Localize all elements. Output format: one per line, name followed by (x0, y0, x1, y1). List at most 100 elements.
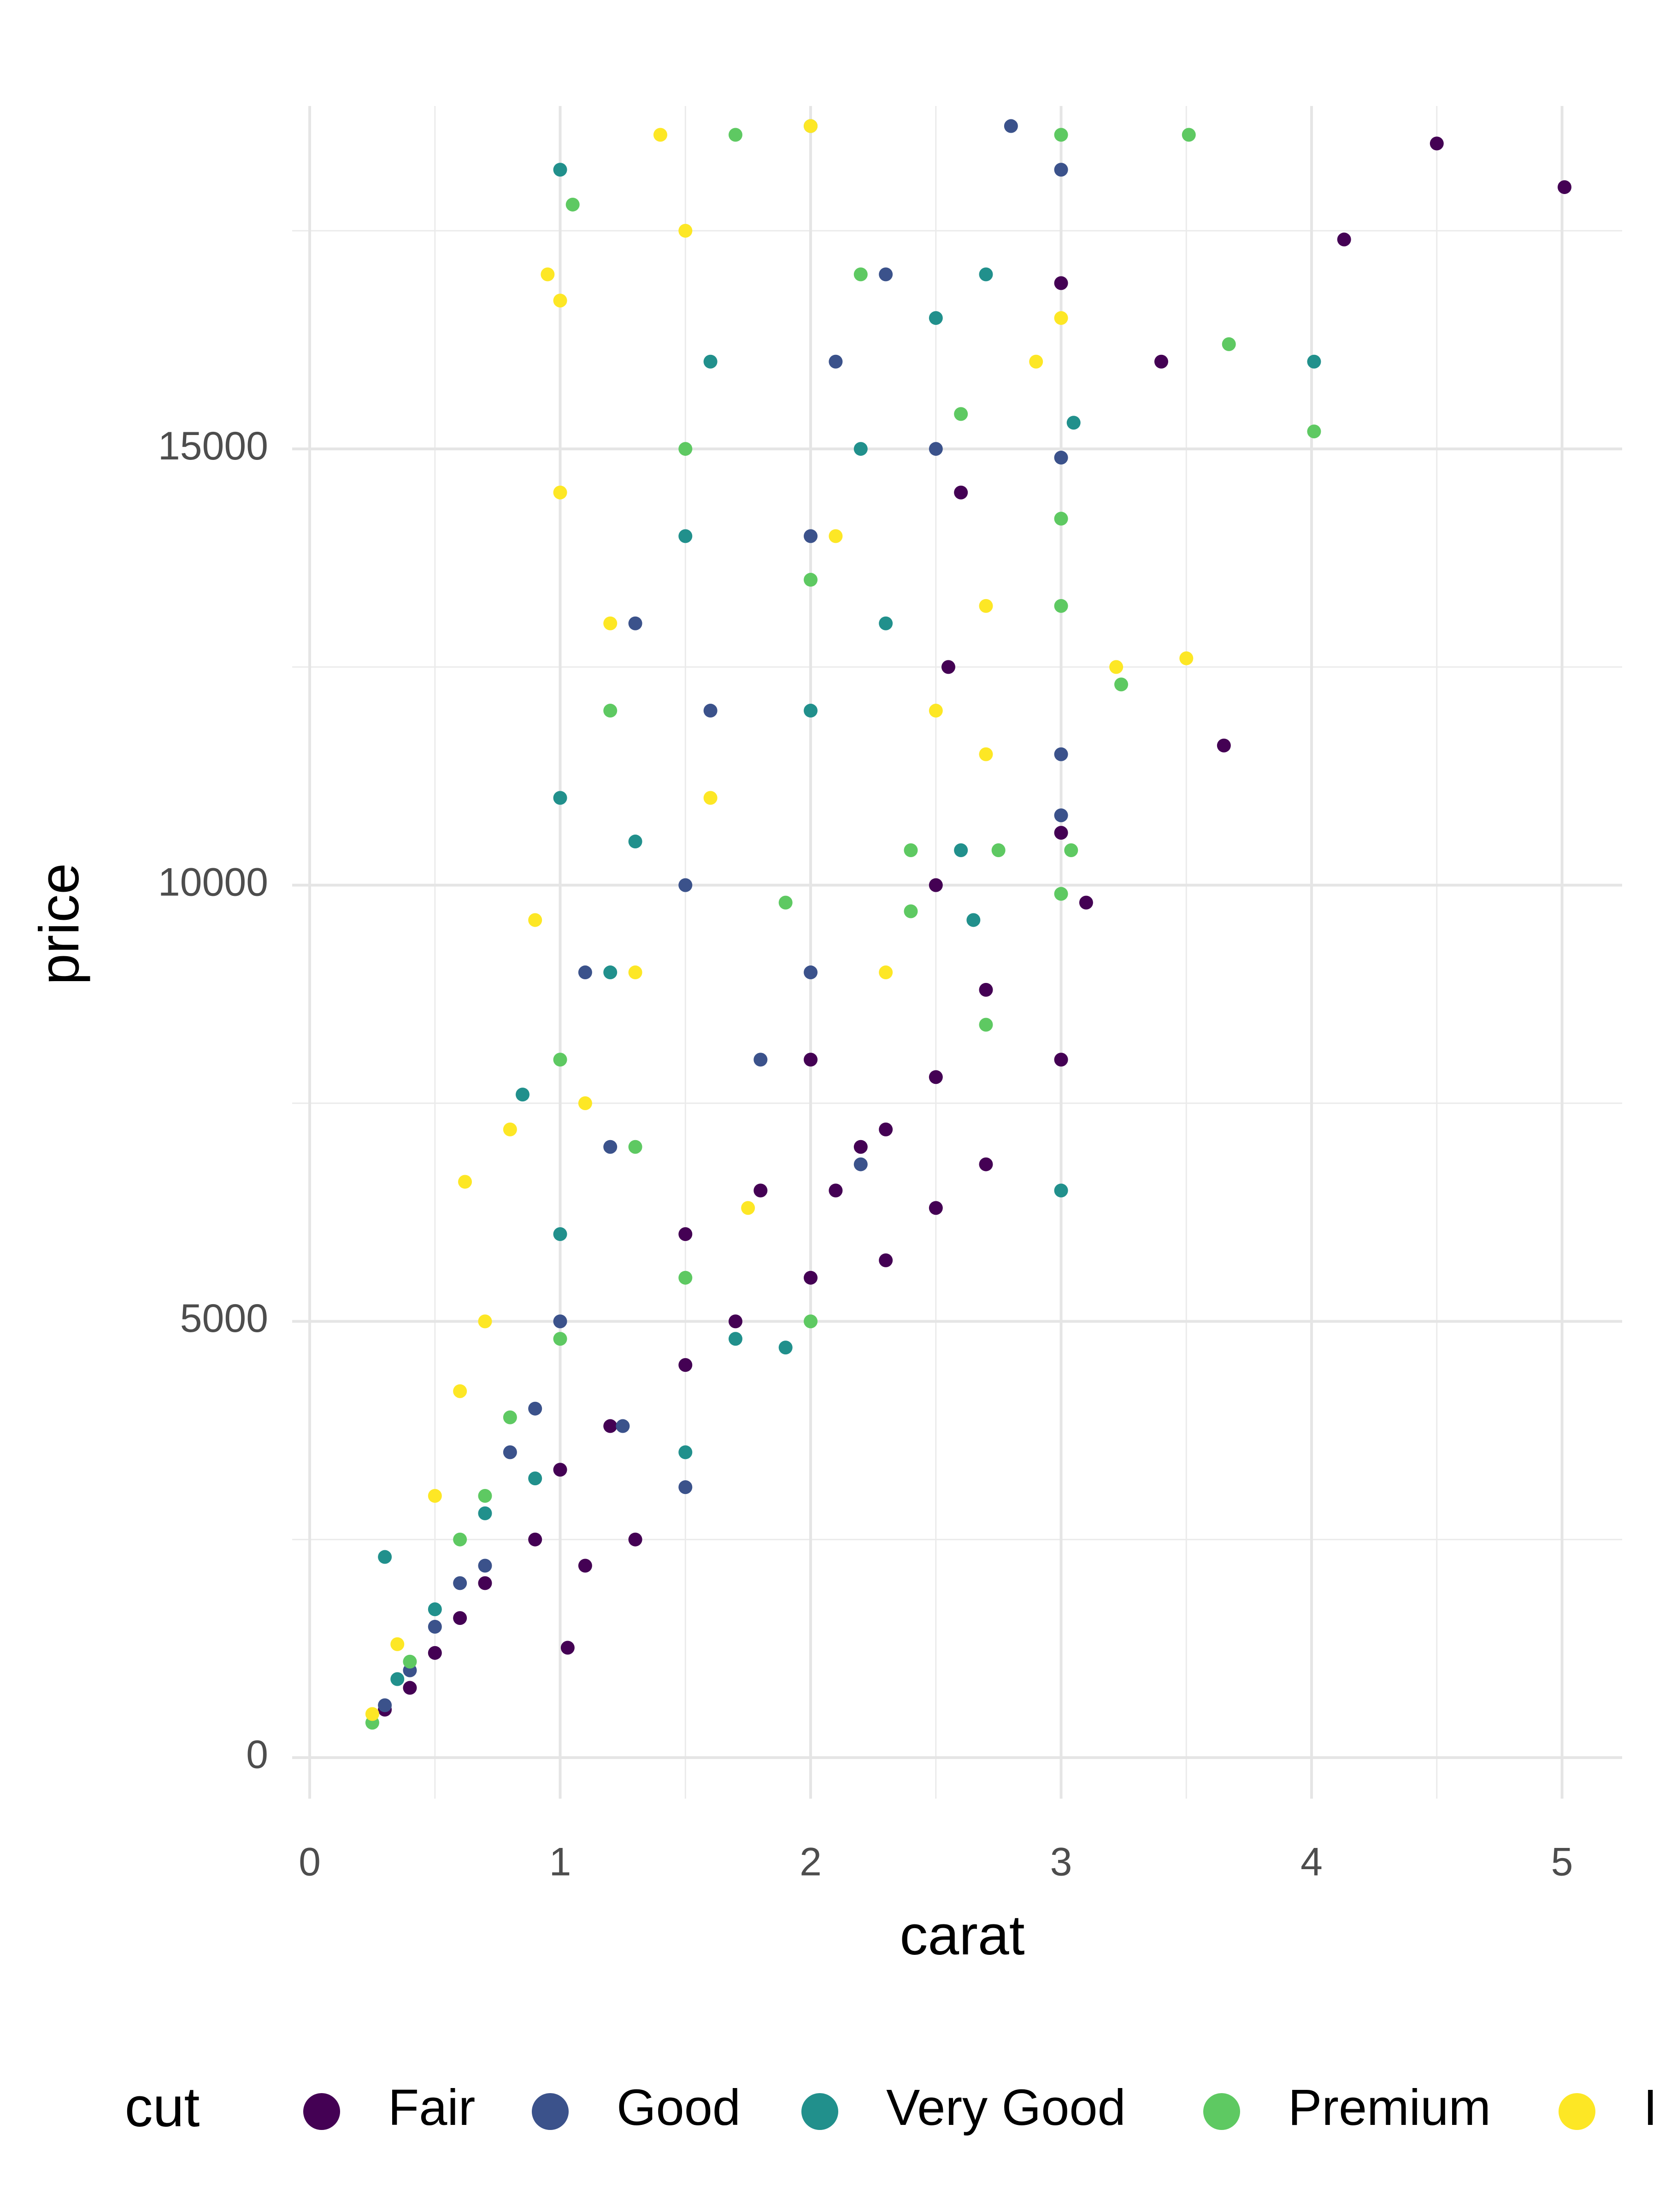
point (528, 1471, 542, 1486)
point (979, 982, 993, 997)
x-tick-label: 2 (800, 1840, 822, 1884)
point (678, 529, 693, 543)
point (365, 1707, 379, 1721)
point (503, 1410, 517, 1424)
point (478, 1314, 492, 1329)
point (753, 1053, 768, 1067)
x-axis-title: carat (900, 1904, 1024, 1966)
point (603, 704, 618, 718)
point (929, 878, 943, 892)
point (390, 1672, 405, 1686)
legend-key (801, 2093, 838, 2130)
point (453, 1532, 467, 1547)
point (929, 704, 943, 718)
point (541, 267, 555, 282)
point (804, 1271, 818, 1285)
x-tick-label: 4 (1300, 1840, 1323, 1884)
point (1029, 354, 1043, 369)
point (804, 1053, 818, 1067)
point (1054, 1053, 1068, 1067)
point (578, 1559, 592, 1573)
point (628, 616, 642, 630)
point (553, 1053, 567, 1067)
y-tick-label: 15000 (158, 424, 268, 468)
point (553, 791, 567, 805)
legend-label: Very Good (886, 2079, 1126, 2136)
point (904, 843, 918, 857)
point (1054, 808, 1068, 823)
point (1182, 128, 1196, 142)
point (879, 965, 893, 980)
point (1054, 512, 1068, 526)
point (428, 1646, 442, 1660)
point (553, 1463, 567, 1477)
point (904, 904, 918, 918)
point (853, 442, 868, 456)
point (703, 791, 718, 805)
point (979, 267, 993, 282)
point (503, 1445, 517, 1459)
point (804, 529, 818, 543)
point (979, 1157, 993, 1171)
point (941, 660, 955, 674)
point (403, 1654, 417, 1669)
point (879, 616, 893, 630)
point (979, 747, 993, 761)
point (829, 1183, 843, 1198)
point (1054, 128, 1068, 142)
point (478, 1489, 492, 1503)
point (804, 1314, 818, 1329)
point (503, 1122, 517, 1136)
point (678, 1480, 693, 1494)
point (678, 442, 693, 456)
point (678, 224, 693, 238)
point (1004, 119, 1018, 133)
y-axis-title: price (28, 863, 90, 985)
point (804, 965, 818, 980)
point (603, 616, 618, 630)
point (616, 1419, 630, 1433)
x-tick-label: 1 (549, 1840, 571, 1884)
point (628, 965, 642, 980)
point (428, 1489, 442, 1503)
point (553, 1332, 567, 1346)
point (1337, 232, 1351, 247)
point (528, 1401, 542, 1416)
point (428, 1602, 442, 1617)
point (729, 128, 742, 142)
point (378, 1550, 392, 1564)
legend-label: Ideal (1643, 2079, 1659, 2136)
point (560, 1641, 575, 1655)
legend-label: Good (617, 2079, 741, 2136)
point (778, 895, 793, 910)
point (403, 1681, 417, 1695)
point (1054, 826, 1068, 840)
point (628, 835, 642, 849)
point (1064, 843, 1078, 857)
y-tick-label: 5000 (180, 1296, 268, 1341)
y-tick-label: 0 (246, 1733, 268, 1777)
point (979, 599, 993, 613)
point (528, 1532, 542, 1547)
point (929, 1070, 943, 1084)
point (1307, 354, 1321, 369)
point (603, 965, 618, 980)
point (853, 1140, 868, 1154)
point (1054, 163, 1068, 177)
point (954, 485, 968, 500)
legend-title: cut (125, 2076, 200, 2138)
point (1079, 895, 1093, 910)
point (703, 704, 718, 718)
point (879, 1122, 893, 1136)
point (478, 1576, 492, 1590)
point (453, 1384, 467, 1398)
point (741, 1201, 755, 1215)
point (678, 1271, 693, 1285)
point (853, 1157, 868, 1171)
point (1307, 424, 1321, 439)
point (879, 1253, 893, 1267)
point (678, 1445, 693, 1459)
point (553, 1227, 567, 1241)
